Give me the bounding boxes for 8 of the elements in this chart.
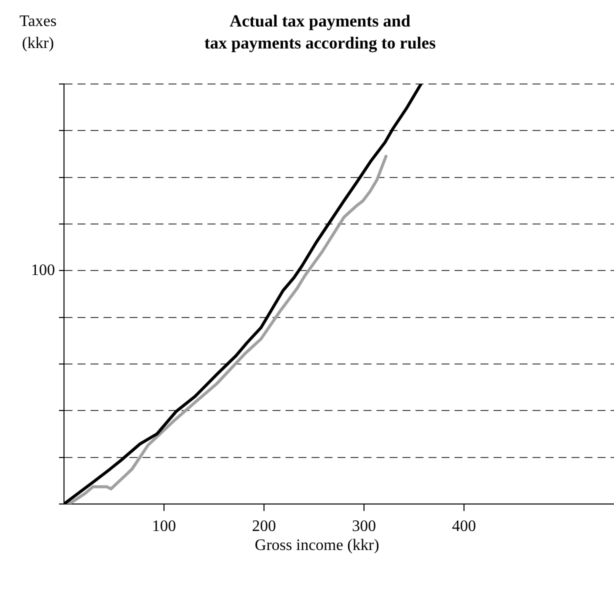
x-axis-title: Gross income (kkr) <box>254 537 380 554</box>
y-axis-title: Taxes (kkr) <box>19 13 57 52</box>
x-tick-label: 400 <box>452 518 476 535</box>
chart-title: Actual tax payments and tax payments according to rules <box>204 11 436 52</box>
text: 100 <box>31 262 55 279</box>
x-tick-label: 100 <box>152 518 176 535</box>
x-tick-label: 300 <box>352 518 376 535</box>
x-tick-label: 200 <box>252 518 276 535</box>
